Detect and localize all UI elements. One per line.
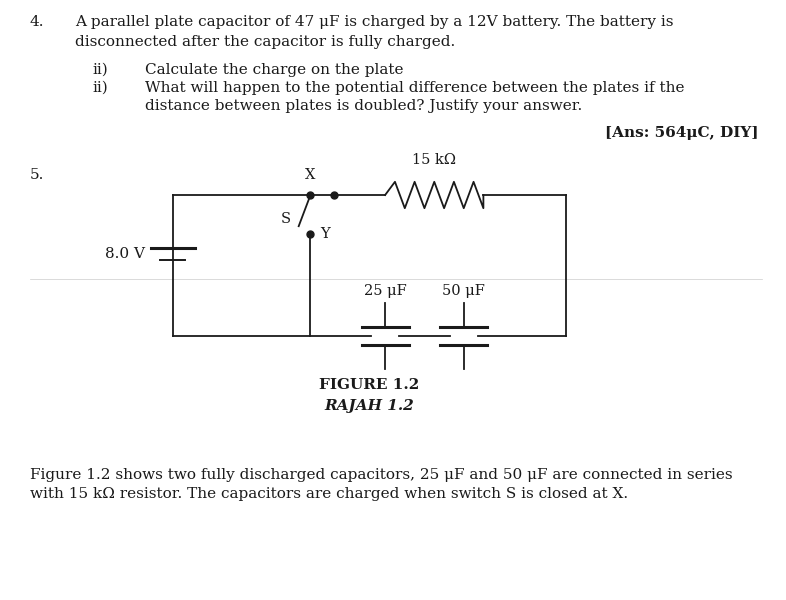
Text: A parallel plate capacitor of 47 μF is charged by a 12V battery. The battery is: A parallel plate capacitor of 47 μF is c…: [75, 15, 673, 29]
Text: [Ans: 564μC, DIY]: [Ans: 564μC, DIY]: [605, 126, 758, 140]
Text: 15 kΩ: 15 kΩ: [413, 153, 456, 167]
Text: Y: Y: [320, 227, 329, 241]
Text: Calculate the charge on the plate: Calculate the charge on the plate: [145, 63, 404, 77]
Text: X: X: [305, 168, 316, 182]
Text: disconnected after the capacitor is fully charged.: disconnected after the capacitor is full…: [75, 35, 455, 49]
Text: 4.: 4.: [30, 15, 44, 29]
Text: Figure 1.2 shows two fully discharged capacitors, 25 μF and 50 μF are connected : Figure 1.2 shows two fully discharged ca…: [30, 468, 733, 482]
Text: 5.: 5.: [30, 168, 44, 182]
Text: What will happen to the potential difference between the plates if the: What will happen to the potential differ…: [145, 81, 685, 95]
Text: 50 μF: 50 μF: [443, 284, 485, 298]
Text: with 15 kΩ resistor. The capacitors are charged when switch S is closed at X.: with 15 kΩ resistor. The capacitors are …: [30, 487, 628, 501]
Text: ii): ii): [93, 81, 108, 95]
Text: ii): ii): [93, 63, 108, 77]
Text: 25 μF: 25 μF: [364, 284, 406, 298]
Text: S: S: [281, 212, 291, 226]
Text: distance between plates is doubled? Justify your answer.: distance between plates is doubled? Just…: [145, 99, 582, 113]
Text: FIGURE 1.2: FIGURE 1.2: [319, 378, 420, 392]
Text: RAJAH 1.2: RAJAH 1.2: [325, 399, 414, 413]
Text: 8.0 V: 8.0 V: [105, 247, 145, 260]
